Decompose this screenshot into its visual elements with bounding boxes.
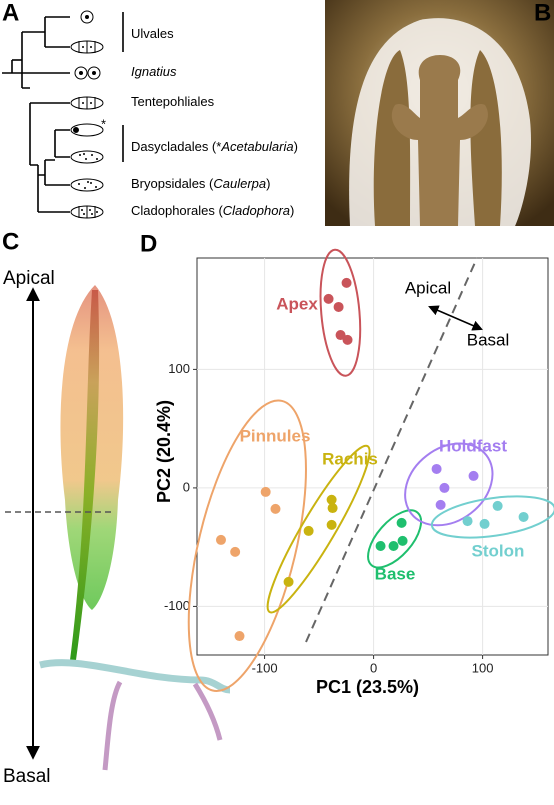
clade-text: Acetabularia bbox=[220, 139, 293, 154]
group-label: Apex bbox=[276, 294, 318, 313]
confidence-ellipse bbox=[404, 442, 494, 527]
stolon bbox=[39, 659, 231, 694]
point bbox=[333, 301, 344, 312]
point bbox=[468, 470, 479, 481]
clade-text: Cladophorales ( bbox=[131, 203, 223, 218]
clade-text: Cladophora bbox=[223, 203, 290, 218]
panel-label: B bbox=[534, 0, 551, 26]
x-tick-label: -100 bbox=[252, 660, 278, 675]
clade-text: Ignatius bbox=[131, 64, 177, 79]
x-axis-label: PC1 (23.5%) bbox=[316, 677, 419, 697]
group-label: Base bbox=[375, 564, 416, 583]
x-tick-label: 0 bbox=[370, 660, 377, 675]
annotation: Apical bbox=[405, 278, 451, 297]
direction-label: Apical bbox=[3, 268, 55, 289]
direction-label: Basal bbox=[3, 766, 51, 787]
y-tick-label: -100 bbox=[164, 598, 190, 613]
point bbox=[396, 517, 407, 528]
group-label: Rachis bbox=[322, 449, 378, 468]
clade-text: ) bbox=[290, 203, 294, 218]
point bbox=[335, 330, 346, 341]
clade-text: Bryopsidales ( bbox=[131, 176, 214, 191]
clade-label: Cladophorales (Cladophora) bbox=[131, 203, 294, 218]
annotation: Basal bbox=[467, 330, 510, 349]
point bbox=[439, 482, 450, 493]
group-label: Pinnules bbox=[240, 426, 311, 445]
confidence-ellipse bbox=[319, 248, 362, 377]
point bbox=[215, 534, 226, 545]
point bbox=[375, 540, 386, 551]
confidence-ellipse bbox=[430, 495, 554, 539]
clade-label: Bryopsidales (Caulerpa) bbox=[131, 176, 270, 191]
point bbox=[492, 500, 503, 511]
point bbox=[260, 486, 271, 497]
point bbox=[230, 546, 241, 557]
confidence-ellipse bbox=[187, 399, 307, 692]
clade-label: Dasycladales (*Acetabularia) bbox=[131, 139, 298, 154]
point bbox=[518, 511, 529, 522]
cell-nuclei bbox=[78, 46, 98, 215]
y-tick-label: 100 bbox=[168, 361, 190, 376]
group-label: Stolon bbox=[472, 541, 525, 560]
cell-icons bbox=[70, 10, 104, 219]
x-tick-label: 100 bbox=[472, 660, 494, 675]
marker: * bbox=[101, 116, 106, 131]
pca-chart: -100 0 100 -100 0 100 PC1 (23.5%) PC2 (20.4%) Ap… bbox=[154, 248, 554, 697]
clade-text: Caulerpa bbox=[213, 176, 266, 191]
clade-label: Ulvales bbox=[131, 26, 174, 41]
point bbox=[397, 535, 408, 546]
point bbox=[270, 503, 281, 514]
panel-label: D bbox=[140, 230, 157, 257]
group-label: Holdfast bbox=[439, 436, 507, 455]
point bbox=[431, 463, 442, 474]
plant-stem bbox=[70, 290, 100, 660]
point bbox=[388, 540, 399, 551]
panel-label: A bbox=[2, 0, 19, 26]
clade-text: Dasycladales (* bbox=[131, 139, 221, 154]
holdfast bbox=[102, 680, 223, 771]
point bbox=[435, 499, 446, 510]
direction-arrow bbox=[428, 305, 483, 331]
confidence-ellipse bbox=[266, 444, 371, 614]
confidence-ellipse bbox=[367, 509, 423, 569]
clade-text: ) bbox=[294, 139, 298, 154]
panel-label: C bbox=[2, 228, 19, 255]
phylogeny bbox=[2, 12, 124, 213]
point bbox=[326, 494, 337, 505]
point bbox=[303, 525, 314, 536]
y-tick-label: 0 bbox=[183, 479, 190, 494]
plot-area bbox=[196, 257, 549, 656]
clade-text: Ulvales bbox=[131, 26, 174, 41]
clade-text: ) bbox=[266, 176, 270, 191]
point bbox=[234, 631, 245, 642]
clade-label: Tentepohliales bbox=[131, 94, 215, 109]
point bbox=[323, 293, 334, 304]
photo-fronds bbox=[373, 50, 502, 226]
y-axis-label: PC2 (20.4%) bbox=[154, 400, 174, 503]
clade-text: Tentepohliales bbox=[131, 94, 215, 109]
point bbox=[327, 503, 338, 514]
photo-apex bbox=[391, 55, 488, 226]
point bbox=[462, 516, 473, 527]
point bbox=[283, 576, 294, 587]
point bbox=[479, 518, 490, 529]
clade-label: Ignatius bbox=[131, 64, 177, 79]
point bbox=[341, 277, 352, 288]
point bbox=[326, 519, 337, 530]
point bbox=[342, 334, 353, 345]
